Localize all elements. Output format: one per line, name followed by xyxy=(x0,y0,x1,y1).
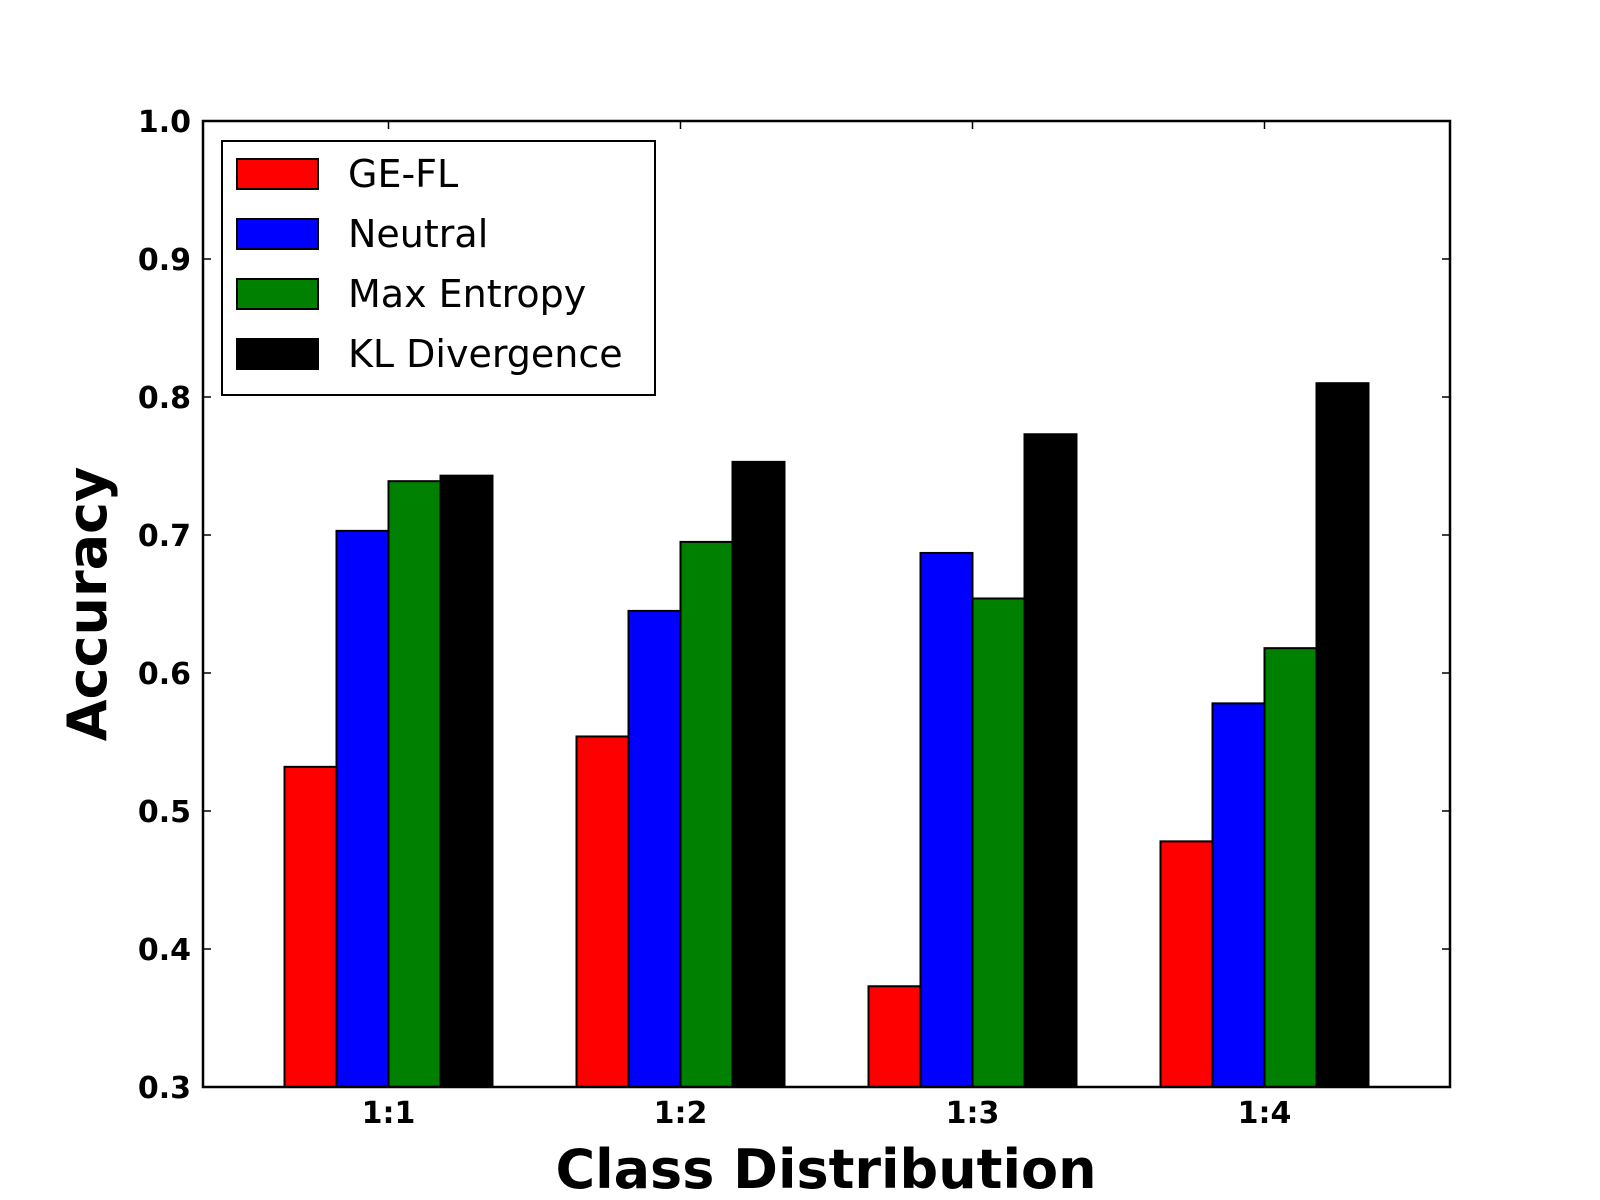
x-tick-label: 1:3 xyxy=(946,1096,1000,1131)
bar-max-entropy-1-3 xyxy=(971,597,1026,1088)
x-axis-title: Class Distribution xyxy=(555,1138,1096,1200)
y-tick-label: 0.6 xyxy=(138,657,191,692)
legend-label-max-entropy: Max Entropy xyxy=(348,272,586,316)
bar-ge-fl-1-1 xyxy=(283,765,338,1089)
bar-ge-fl-1-3 xyxy=(867,985,922,1089)
bar-neutral-1-4 xyxy=(1211,702,1266,1088)
legend: GE-FL Neutral Max Entropy KL Divergence xyxy=(221,140,656,396)
y-tick-label: 0.5 xyxy=(138,795,191,830)
legend-label-neutral: Neutral xyxy=(348,212,488,256)
y-tick-label: 0.7 xyxy=(138,519,191,554)
bar-ge-fl-1-4 xyxy=(1159,840,1214,1088)
y-tick-label: 1.0 xyxy=(138,105,191,140)
y-tick-labels: 0.3 0.4 0.5 0.6 0.7 0.8 0.9 1.0 xyxy=(138,105,191,1106)
x-tick-labels: 1:1 1:2 1:3 1:4 xyxy=(362,1096,1292,1131)
y-tick-label: 0.4 xyxy=(138,933,191,968)
legend-label-ge-fl: GE-FL xyxy=(348,152,458,196)
legend-swatch-max-entropy xyxy=(236,278,319,310)
legend-swatch-ge-fl xyxy=(236,158,319,190)
legend-label-kl-divergence: KL Divergence xyxy=(348,332,623,376)
y-tick-label: 0.3 xyxy=(138,1071,191,1106)
bar-max-entropy-1-4 xyxy=(1263,647,1318,1088)
bar-neutral-1-3 xyxy=(919,551,974,1088)
x-tick-label: 1:2 xyxy=(654,1096,708,1131)
bar-kl-divergence-1-4 xyxy=(1315,382,1370,1088)
bar-max-entropy-1-1 xyxy=(387,480,442,1088)
bar-kl-divergence-1-2 xyxy=(731,460,786,1088)
y-tick-label: 0.9 xyxy=(138,243,191,278)
bars-group xyxy=(283,382,1370,1089)
bar-max-entropy-1-2 xyxy=(679,540,734,1088)
bar-ge-fl-1-2 xyxy=(575,735,630,1088)
y-axis-title: Accuracy xyxy=(56,467,119,742)
bar-neutral-1-2 xyxy=(627,609,682,1089)
ticks-group xyxy=(203,120,1450,1088)
y-tick-label: 0.8 xyxy=(138,381,191,416)
legend-swatch-neutral xyxy=(236,218,319,250)
legend-swatch-kl-divergence xyxy=(236,338,319,370)
bar-neutral-1-1 xyxy=(335,529,390,1088)
x-tick-label: 1:1 xyxy=(362,1096,416,1131)
x-tick-label: 1:4 xyxy=(1238,1096,1292,1131)
bar-kl-divergence-1-3 xyxy=(1023,433,1078,1088)
plot-frame xyxy=(201,119,1452,1089)
bar-kl-divergence-1-1 xyxy=(439,474,494,1089)
